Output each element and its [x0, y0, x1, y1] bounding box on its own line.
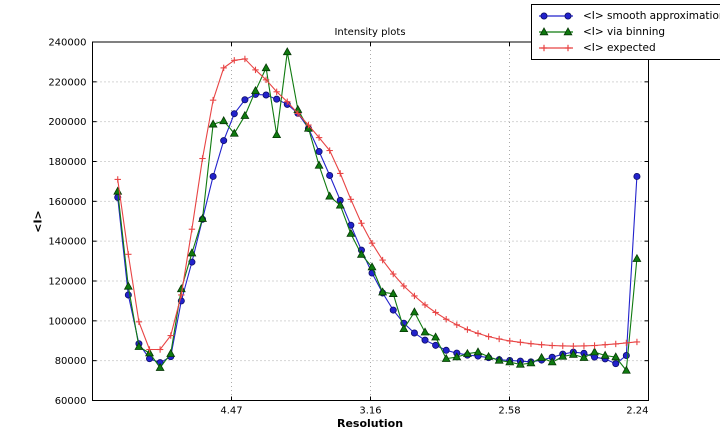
legend-label: <I> smooth approximation [583, 10, 720, 22]
y-tick-label: 220000 [48, 77, 86, 88]
green-triangle-line-icon [539, 27, 573, 36]
tick-labels: 60000 80000 100000 120000 140000 160000 180000… [48, 38, 648, 417]
series-expected [114, 55, 641, 353]
legend-label: <I> expected [583, 42, 656, 54]
gridlines [92, 42, 649, 401]
x-tick-label: 4.47 [220, 406, 242, 417]
y-tick-label: 140000 [48, 237, 86, 248]
x-tick-label: 2.24 [626, 406, 648, 417]
legend-label: <I> via binning [583, 26, 666, 38]
y-tick-label: 200000 [48, 117, 86, 128]
y-tick-label: 120000 [48, 277, 86, 288]
y-tick-label: 180000 [48, 157, 86, 168]
red-plus-line-icon [539, 44, 573, 52]
x-tick-label: 2.58 [498, 406, 520, 417]
y-tick-label: 80000 [55, 356, 87, 367]
y-tick-label: 100000 [48, 316, 86, 327]
blue-circle-line-icon [539, 12, 573, 20]
legend: <I> smooth approximation <I> via binning… [531, 4, 720, 60]
series-via-binning [113, 47, 642, 374]
y-tick-label: 160000 [48, 197, 86, 208]
chart-title: Intensity plots [334, 27, 406, 38]
x-axis-label: Resolution [336, 417, 404, 430]
y-axis-label: <I> [31, 210, 45, 233]
legend-item-smooth-approximation: <I> smooth approximation [537, 8, 720, 24]
legend-item-expected: <I> expected [537, 40, 720, 56]
ticks [92, 41, 649, 401]
legend-item-via-binning: <I> via binning [537, 24, 720, 40]
y-tick-label: 240000 [48, 38, 86, 49]
y-tick-label: 60000 [55, 396, 87, 407]
x-tick-label: 3.16 [359, 406, 381, 417]
